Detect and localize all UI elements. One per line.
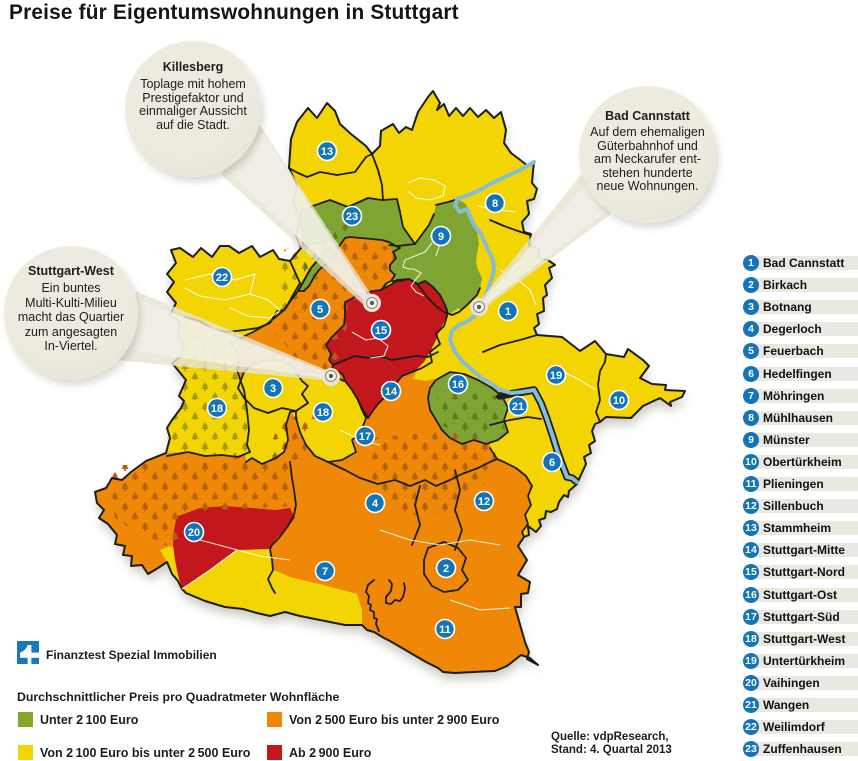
svg-text:18: 18 — [317, 407, 329, 419]
svg-text:9: 9 — [438, 231, 444, 243]
svg-text:22: 22 — [216, 272, 228, 284]
svg-text:14: 14 — [385, 386, 398, 398]
svg-text:21: 21 — [512, 401, 524, 413]
svg-text:13: 13 — [321, 146, 333, 158]
svg-text:1: 1 — [505, 306, 511, 318]
svg-text:18: 18 — [211, 403, 223, 415]
svg-text:23: 23 — [346, 211, 358, 223]
svg-text:17: 17 — [359, 431, 371, 443]
svg-text:20: 20 — [188, 527, 200, 539]
svg-text:8: 8 — [492, 198, 498, 210]
svg-text:3: 3 — [270, 383, 276, 395]
svg-text:5: 5 — [317, 304, 323, 316]
svg-text:4: 4 — [372, 498, 379, 510]
svg-text:16: 16 — [452, 379, 464, 391]
svg-text:15: 15 — [375, 325, 387, 337]
svg-text:11: 11 — [439, 624, 451, 636]
svg-text:19: 19 — [550, 370, 562, 382]
svg-text:7: 7 — [322, 566, 328, 578]
svg-text:2: 2 — [443, 563, 449, 575]
svg-text:10: 10 — [613, 395, 625, 407]
svg-text:6: 6 — [549, 457, 555, 469]
svg-text:12: 12 — [478, 496, 490, 508]
